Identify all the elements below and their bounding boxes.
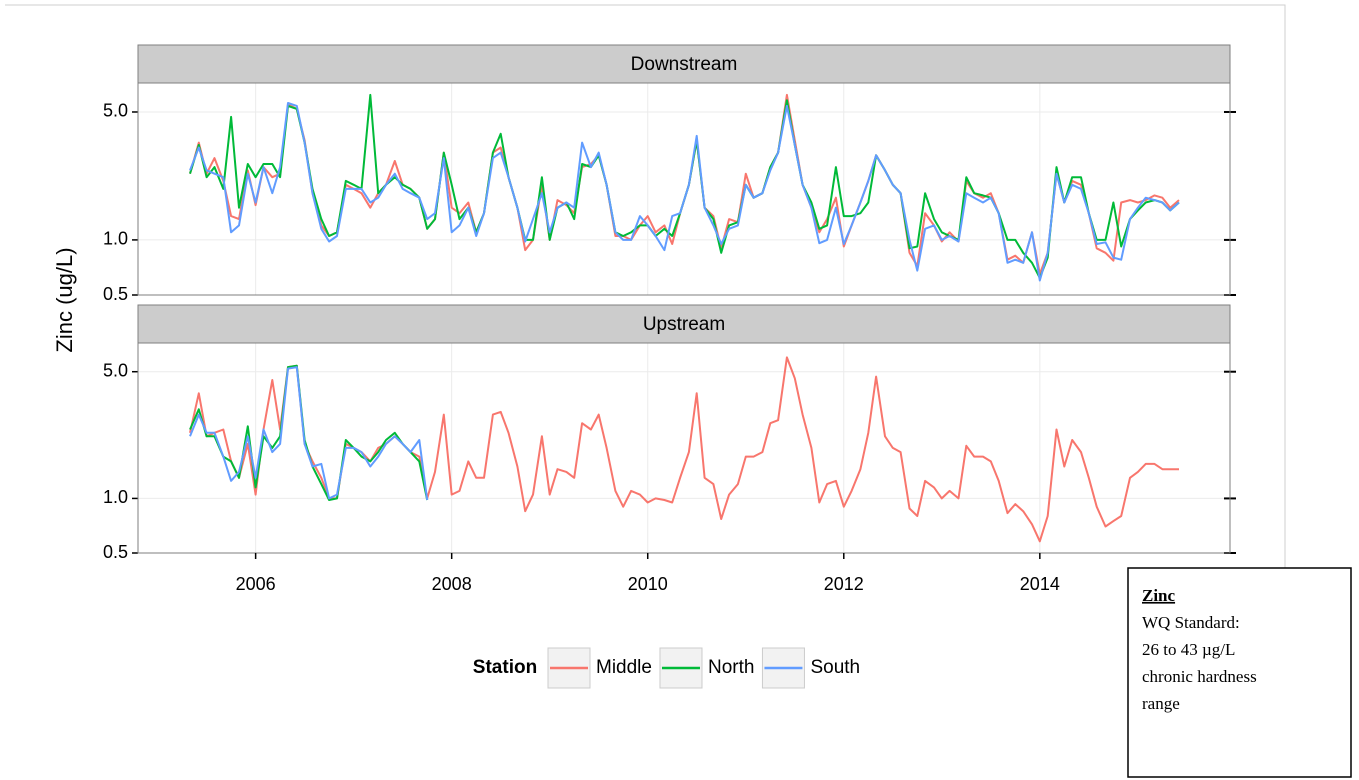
panel [138, 83, 1230, 295]
y-axis-label: Zinc (ug/L) [52, 247, 77, 352]
legend-label: South [810, 657, 860, 678]
series-line [189, 366, 429, 501]
panel-border [137, 82, 1231, 296]
y-tick-label: 0.5 [103, 542, 128, 562]
x-tick-label: 2012 [824, 574, 864, 594]
legend-label: North [708, 657, 754, 678]
panel-border [137, 342, 1231, 554]
strip [137, 304, 1231, 344]
legend-title: Station [473, 657, 537, 678]
y-tick-label: 5.0 [103, 360, 128, 380]
annotation-line: 26 to 43 µg/L [1142, 640, 1235, 659]
strip-label: Upstream [643, 314, 725, 335]
y-tick-label: 0.5 [103, 284, 128, 304]
annotation-title: Zinc [1142, 586, 1176, 605]
strip [137, 44, 1231, 84]
annotation-box [1127, 567, 1352, 778]
x-tick-label: 2008 [432, 574, 472, 594]
x-tick-label: 2014 [1020, 574, 1060, 594]
strip-label: Downstream [631, 54, 738, 75]
y-tick-label: 1.0 [103, 229, 128, 249]
frame [5, 4, 1286, 568]
y-tick-label: 1.0 [103, 487, 128, 507]
x-tick-label: 2010 [628, 574, 668, 594]
y-tick-label: 5.0 [103, 101, 128, 121]
annotation-line: chronic hardness [1142, 667, 1257, 686]
annotation-line: WQ Standard: [1142, 613, 1240, 632]
series-line [189, 102, 1180, 282]
legend-label: Middle [596, 657, 652, 678]
x-tick-label: 2006 [236, 574, 276, 594]
annotation-line: range [1142, 694, 1180, 713]
panel [138, 343, 1230, 553]
